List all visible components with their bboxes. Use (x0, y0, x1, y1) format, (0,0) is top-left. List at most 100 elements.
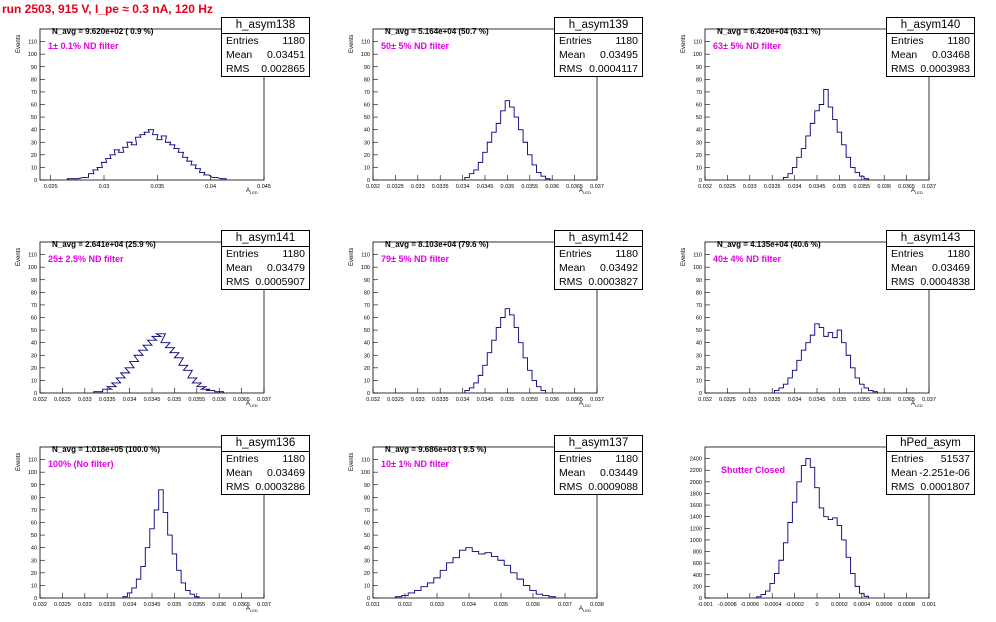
y-tick-label: 30 (364, 558, 370, 564)
stat-label: Mean (226, 49, 253, 61)
histogram-line (394, 547, 556, 598)
x-tick-label: 0.035 (494, 602, 508, 608)
x-tick-label: 0.035 (501, 397, 515, 403)
stat-row-rms: RMS 0.0005907 (222, 275, 309, 289)
histogram-h_asym142: 0 10 20 30 40 50 60 70 80 90 100 110 0.032 0.0325 0.03… (345, 228, 653, 408)
x-tick-label: 0 (815, 602, 818, 608)
y-tick-label: 10 (364, 165, 370, 171)
y-tick-label: 80 (364, 495, 370, 501)
x-tick-label: 0.0355 (853, 397, 870, 403)
y-tick-label: 20 (31, 153, 37, 159)
x-tick-label: 0.0355 (188, 602, 205, 608)
stat-label: Entries (891, 248, 924, 260)
y-axis-label: Events (681, 34, 687, 53)
y-tick-label: 100 (28, 265, 37, 271)
y-tick-label: 2000 (690, 480, 702, 486)
x-tick-label: 0.036 (877, 397, 891, 403)
stat-row-rms: RMS 0.0009088 (555, 480, 642, 494)
x-tick-label: 0.0004 (853, 602, 870, 608)
stat-box-title: h_asym143 (887, 231, 974, 247)
x-tick-label: 0.0325 (719, 184, 736, 190)
y-tick-label: 90 (696, 278, 702, 284)
navg-label: N_avg = 6.420e+04 (63.1 %) (717, 27, 821, 36)
stat-row-entries: Entries 51537 (887, 452, 974, 466)
y-tick-label: 100 (693, 265, 702, 271)
x-tick-label: 0.0335 (432, 184, 449, 190)
y-tick-label: 110 (361, 40, 370, 46)
y-tick-label: 70 (696, 303, 702, 309)
x-tick-label: 0.0008 (898, 602, 915, 608)
x-tick-label: 0.032 (398, 602, 412, 608)
x-tick-label: 0.033 (743, 397, 757, 403)
stat-value: 0.002865 (261, 63, 305, 75)
navg-label: N_avg = 9.620e+02 ( 0.9 %) (52, 27, 154, 36)
y-tick-label: 20 (31, 571, 37, 577)
x-tick-label: 0.032 (698, 184, 712, 190)
x-tick-label: 0.0345 (477, 184, 494, 190)
filter-label: 63± 5% ND filter (713, 41, 781, 51)
y-tick-label: 100 (361, 52, 370, 58)
y-tick-label: 90 (364, 483, 370, 489)
stat-box: h_asym142 Entries 1180 Mean 0.03492 RMS 0.0003… (554, 230, 643, 290)
y-tick-label: 40 (31, 546, 37, 552)
stat-label: Mean (559, 467, 586, 479)
y-tick-label: 1600 (690, 503, 702, 509)
x-tick-label: 0.0365 (566, 397, 583, 403)
stat-value: -2.251e-06 (919, 467, 970, 479)
x-tick-label: 0.0345 (477, 397, 494, 403)
stat-value: 0.0004117 (589, 63, 638, 75)
stat-row-rms: RMS 0.0003827 (555, 275, 642, 289)
stat-box-title: h_asym141 (222, 231, 309, 247)
y-tick-label: 20 (696, 153, 702, 159)
x-tick-label: 0.0365 (233, 397, 250, 403)
x-tick-label: 0.0335 (764, 184, 781, 190)
y-tick-label: 0 (34, 391, 37, 397)
stat-label: Entries (559, 453, 592, 465)
stat-label: Mean (226, 262, 253, 274)
histogram-h_asym136: 0 10 20 30 40 50 60 70 80 90 100 110 0.032 0.0325 0.03… (12, 433, 320, 613)
filter-label: Shutter Closed (721, 465, 786, 475)
y-tick-label: 0 (699, 178, 702, 184)
x-tick-label: 0.035 (168, 602, 182, 608)
x-tick-label: 0.035 (833, 397, 847, 403)
navg-label: N_avg = 5.164e+04 (50.7 %) (385, 27, 489, 36)
stat-label: Entries (226, 35, 259, 47)
y-tick-label: 110 (28, 458, 37, 464)
plot-area: 0 10 20 30 40 50 60 70 80 90 100 110 0.032 0.0325 0.03… (28, 241, 271, 403)
y-tick-label: 70 (364, 508, 370, 514)
y-tick-label: 1200 (690, 526, 702, 532)
y-tick-label: 40 (31, 128, 37, 134)
stat-box: h_asym141 Entries 1180 Mean 0.03479 RMS 0.0005… (221, 230, 310, 290)
y-tick-label: 2400 (690, 457, 702, 463)
y-tick-label: 40 (696, 341, 702, 347)
stat-value: 0.0009088 (588, 481, 638, 493)
plot-area: 0 10 20 30 40 50 60 70 80 90 100 110 0.025 0.03 0.035 0… (28, 28, 271, 190)
x-tick-label: 0.037 (590, 397, 604, 403)
x-tick-label: 0.032 (366, 184, 380, 190)
x-tick-label: 0.033 (430, 602, 444, 608)
x-tick-label: 0.034 (788, 184, 802, 190)
plot-area: 0 10 20 30 40 50 60 70 80 90 100 110 0.031 0.032 0.033… (361, 446, 604, 608)
y-tick-label: 20 (364, 571, 370, 577)
y-axis-label: Events (349, 452, 355, 471)
stat-value: 0.03451 (267, 49, 305, 61)
y-tick-label: 1400 (690, 515, 702, 521)
y-tick-label: 30 (31, 558, 37, 564)
x-tick-label: 0.04 (205, 184, 216, 190)
x-tick-label: -0.0006 (740, 602, 759, 608)
stat-box-title: h_asym142 (555, 231, 642, 247)
x-tick-label: 0.034 (123, 602, 137, 608)
y-tick-label: 110 (28, 40, 37, 46)
y-tick-label: 50 (31, 533, 37, 539)
stat-value: 0.0003286 (255, 481, 305, 493)
stat-row-entries: Entries 1180 (222, 247, 309, 261)
y-tick-label: 110 (693, 40, 702, 46)
y-tick-label: 0 (34, 596, 37, 602)
stat-label: Mean (226, 467, 253, 479)
stat-row-rms: RMS 0.0003983 (887, 62, 974, 76)
histogram-line (782, 88, 869, 180)
histogram-h_asym143: 0 10 20 30 40 50 60 70 80 90 100 110 0.032 0.0325 0.03… (677, 228, 985, 408)
stat-value: 1180 (947, 248, 970, 260)
y-tick-label: 110 (361, 253, 370, 259)
x-tick-label: 0.0355 (521, 184, 538, 190)
